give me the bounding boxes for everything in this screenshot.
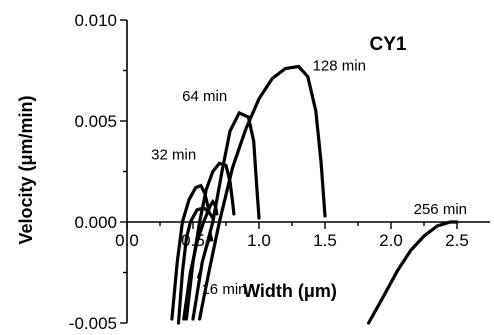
axes <box>120 19 490 324</box>
x-tick-label: 1.5 <box>313 231 337 250</box>
curve-label: 128 min <box>313 57 366 74</box>
curve-unlabeled-6 <box>170 183 211 321</box>
labels: 0.010 0.005 0.000 -0.005 0.0 0.5 1.0 1.5 2.0 2.5 3… <box>69 11 469 333</box>
x-tick-label: 1.0 <box>247 231 271 250</box>
x-tick-label: 2.0 <box>379 231 403 250</box>
y-tick-label: -0.005 <box>69 314 117 333</box>
x-tick-label: 0.5 <box>181 231 205 250</box>
annotation-arrow-head <box>205 232 214 243</box>
curve-label: 32 min <box>151 146 196 163</box>
y-tick-label: 0.005 <box>74 112 117 131</box>
curve-64-min <box>191 110 261 321</box>
curve-label: 256 min <box>414 201 467 218</box>
curve-label: 64 min <box>182 88 227 105</box>
y-axis-title: Velocity (μm/min) <box>16 95 36 244</box>
chart-title: CY1 <box>370 34 407 55</box>
y-tick-label: 0.010 <box>74 11 117 30</box>
x-tick-label: 2.5 <box>445 231 469 250</box>
x-tick-label: 0.0 <box>115 231 139 250</box>
y-tick-label: 0.000 <box>74 213 117 232</box>
annotation-label: 16 min <box>201 281 246 298</box>
curve-32-min <box>184 161 236 321</box>
x-axis-title: Width (μm) <box>243 281 337 301</box>
